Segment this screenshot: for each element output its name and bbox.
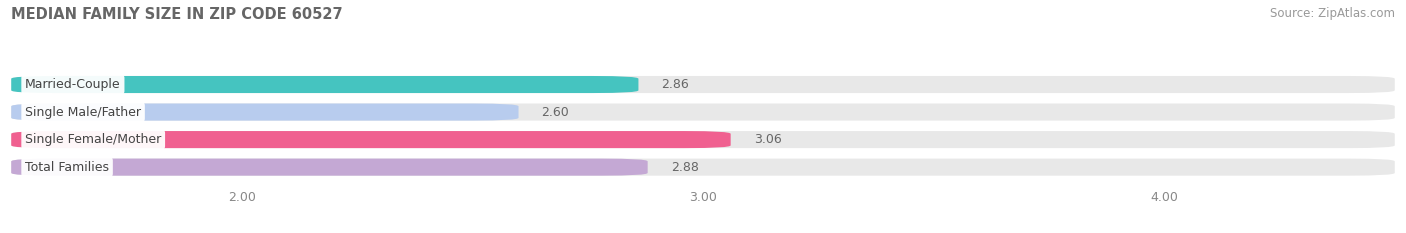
Text: Married-Couple: Married-Couple — [25, 78, 121, 91]
Text: 2.86: 2.86 — [661, 78, 689, 91]
FancyBboxPatch shape — [11, 103, 519, 121]
Text: 2.60: 2.60 — [541, 106, 569, 119]
FancyBboxPatch shape — [11, 159, 1395, 176]
Text: 3.06: 3.06 — [754, 133, 782, 146]
FancyBboxPatch shape — [11, 76, 1395, 93]
Text: MEDIAN FAMILY SIZE IN ZIP CODE 60527: MEDIAN FAMILY SIZE IN ZIP CODE 60527 — [11, 7, 343, 22]
FancyBboxPatch shape — [11, 159, 648, 176]
Text: Single Male/Father: Single Male/Father — [25, 106, 141, 119]
FancyBboxPatch shape — [11, 103, 1395, 121]
Text: Source: ZipAtlas.com: Source: ZipAtlas.com — [1270, 7, 1395, 20]
Text: Total Families: Total Families — [25, 161, 110, 174]
FancyBboxPatch shape — [11, 131, 1395, 148]
Text: Single Female/Mother: Single Female/Mother — [25, 133, 162, 146]
FancyBboxPatch shape — [11, 131, 731, 148]
Text: 2.88: 2.88 — [671, 161, 699, 174]
FancyBboxPatch shape — [11, 76, 638, 93]
